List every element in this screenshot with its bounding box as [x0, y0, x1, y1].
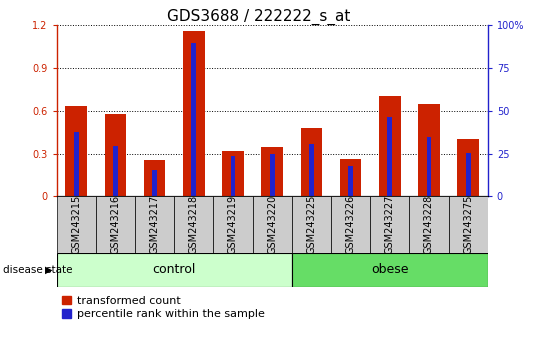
Bar	[105, 114, 126, 196]
Bar	[57, 196, 96, 253]
Bar	[340, 159, 361, 196]
Text: GSM243217: GSM243217	[150, 195, 160, 255]
Bar	[309, 144, 314, 196]
Text: GSM243215: GSM243215	[71, 195, 81, 255]
Text: GDS3688 / 222222_s_at: GDS3688 / 222222_s_at	[167, 9, 350, 25]
Bar	[458, 139, 479, 196]
Bar	[113, 146, 118, 196]
Text: GSM243228: GSM243228	[424, 195, 434, 255]
Text: ▶: ▶	[45, 265, 53, 275]
Text: GSM243225: GSM243225	[306, 195, 316, 255]
Bar	[348, 166, 353, 196]
Bar	[388, 116, 392, 196]
Text: GSM243220: GSM243220	[267, 195, 277, 255]
Bar	[74, 132, 79, 196]
Bar	[410, 196, 448, 253]
Text: GSM243218: GSM243218	[189, 195, 199, 255]
Bar	[183, 31, 205, 196]
Bar	[418, 104, 440, 196]
Bar	[57, 253, 292, 287]
Bar	[448, 196, 488, 253]
Bar	[292, 253, 488, 287]
Bar	[65, 105, 87, 196]
Bar	[213, 196, 253, 253]
Legend: transformed count, percentile rank within the sample: transformed count, percentile rank withi…	[62, 296, 265, 319]
Bar	[379, 96, 400, 196]
Bar	[152, 170, 157, 196]
Bar	[174, 196, 213, 253]
Bar	[96, 196, 135, 253]
Bar	[135, 196, 174, 253]
Bar	[466, 153, 471, 196]
Bar	[222, 152, 244, 196]
Bar	[231, 156, 236, 196]
Bar	[331, 196, 370, 253]
Bar	[270, 154, 274, 196]
Bar	[301, 128, 322, 196]
Text: GSM243275: GSM243275	[463, 195, 473, 255]
Bar	[292, 196, 331, 253]
Text: GSM243226: GSM243226	[345, 195, 356, 255]
Bar	[144, 160, 165, 196]
Text: control: control	[153, 263, 196, 276]
Text: GSM243227: GSM243227	[385, 195, 395, 255]
Bar	[370, 196, 410, 253]
Bar	[427, 137, 431, 196]
Text: GSM243216: GSM243216	[110, 195, 120, 255]
Text: GSM243219: GSM243219	[228, 195, 238, 255]
Bar	[253, 196, 292, 253]
Bar	[261, 147, 283, 196]
Text: obese: obese	[371, 263, 409, 276]
Bar	[191, 43, 196, 196]
Text: disease state: disease state	[3, 265, 72, 275]
